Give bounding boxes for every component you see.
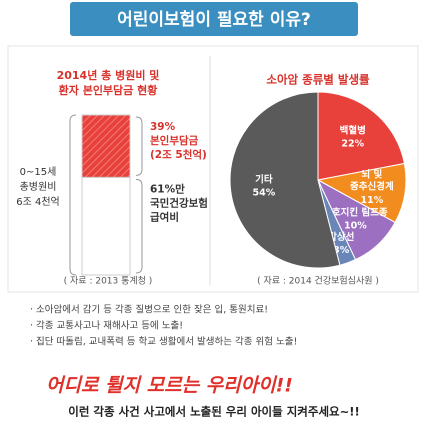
- panel-frame: [7, 45, 419, 293]
- total-label: 총병원비: [20, 181, 57, 193]
- segment-label: 급여비: [150, 210, 179, 223]
- bar-segment: [81, 114, 131, 178]
- total-label: 6조 4천억: [16, 196, 60, 208]
- segment-label: (2조 5천억): [150, 148, 207, 161]
- slice-value: 10%: [344, 220, 367, 231]
- bracket: [69, 114, 77, 276]
- bracket: [135, 178, 143, 274]
- segment-label: 본인부담금: [150, 134, 199, 147]
- slice-value: 11%: [361, 195, 384, 206]
- header-title: 어린이보험이 필요한 이유?: [117, 9, 311, 30]
- source: ( 자료 : 2013 통계청 ): [64, 275, 153, 287]
- header-banner: [70, 2, 358, 36]
- bar-segment: [81, 176, 131, 276]
- slice-name: 갑상선: [328, 231, 354, 243]
- bullet: · 집단 따돌림, 교내폭력 등 학교 생활에서 발생하는 각종 위험 노출!: [30, 336, 297, 348]
- chart-title: 2014년 총 병원비 및: [57, 68, 160, 82]
- bullet: · 각종 교통사고나 재해사고 등에 노출!: [30, 320, 183, 332]
- chart-title: 환자 본인부담금 현황: [59, 83, 158, 97]
- chart-title: 소아암 종류별 발생률: [266, 73, 370, 87]
- total-label: 0~15세: [20, 166, 57, 178]
- slice-value: 54%: [252, 187, 275, 198]
- slice-value: 3%: [333, 245, 350, 256]
- slogan: 어디로 튈지 모르는 우리아이!!: [46, 375, 293, 397]
- slice-name: 비호지킨 림프종: [323, 206, 388, 218]
- pie-slice: [229, 91, 341, 269]
- segment-label: 국민건강보험: [150, 196, 208, 209]
- bullet: · 소아암에서 감기 등 각종 질병으로 인한 잦은 입, 통원치료!: [30, 304, 268, 316]
- bracket: [135, 116, 143, 176]
- pie-slice: [317, 91, 406, 181]
- segment-value: 61%만: [150, 182, 185, 195]
- source: ( 자료 : 2014 건강보험심사원 ): [257, 276, 379, 287]
- slice-name: 기타: [255, 173, 273, 185]
- slice-value: 22%: [341, 138, 364, 149]
- segment-value: 39%: [150, 121, 176, 133]
- slice-name: 뇌 및 중추신경계: [350, 168, 394, 192]
- closing: 이런 각종 사건 사고에서 노출된 우리 아이들 지켜주세요~!!: [68, 405, 360, 419]
- slice-name: 백혈병: [340, 124, 366, 136]
